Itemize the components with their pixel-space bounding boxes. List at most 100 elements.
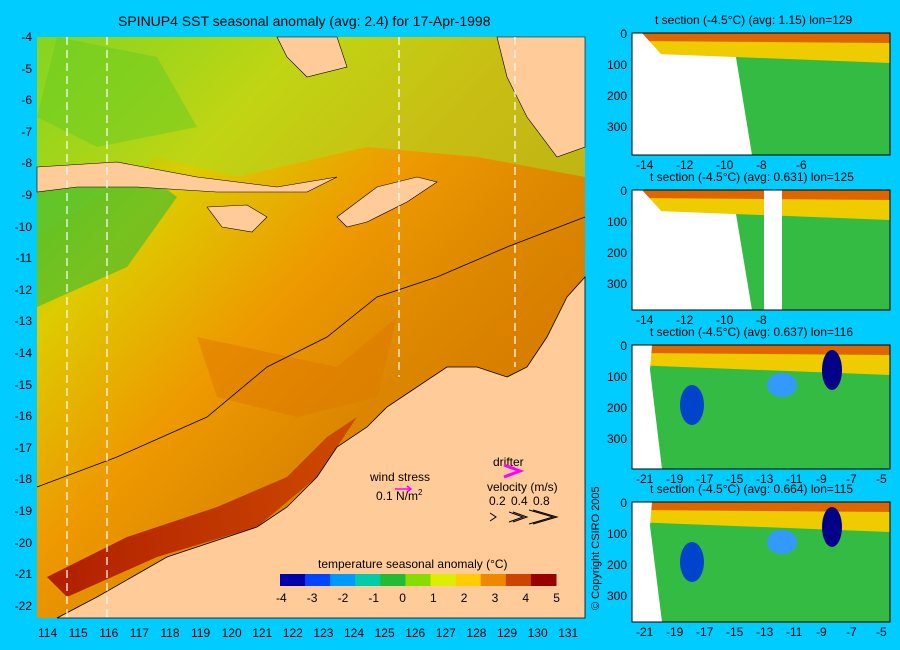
section-x-label: -10	[716, 158, 734, 172]
colorbar-segment	[405, 574, 432, 586]
section-x-label: -13	[756, 625, 774, 639]
depth-label: 0	[620, 184, 627, 198]
section-title: t section (-4.5°C) (avg: 0.631) lon=125	[650, 170, 854, 184]
colorbar-segment	[505, 574, 532, 586]
lat-label: -15	[14, 377, 32, 392]
section-x-label: -7	[846, 472, 857, 486]
lon-label: 127	[435, 626, 456, 640]
lon-label: 117	[129, 626, 149, 640]
lat-label: -21	[14, 567, 32, 582]
colorbar-tick: -4	[276, 591, 287, 605]
sumba-island	[206, 204, 268, 233]
lon-label: 129	[497, 626, 518, 640]
depth-label: 0	[620, 339, 627, 353]
section-x-label: -11	[786, 472, 803, 486]
colorbar-tick: 5	[553, 591, 560, 605]
colorbar-segment	[305, 574, 331, 586]
depth-label: 200	[606, 558, 627, 572]
colorbar-tick: -1	[368, 591, 380, 605]
section-plot	[631, 32, 891, 156]
lat-label: -9	[21, 188, 32, 202]
section-x-label: -21	[636, 472, 654, 486]
wind-stress-label: wind stress	[370, 470, 431, 484]
colorbar	[280, 574, 557, 586]
lon-label: 126	[405, 626, 426, 640]
lon-label: 124	[344, 626, 365, 640]
lon-label: 131	[558, 626, 579, 640]
lon-label: 115	[68, 626, 88, 640]
lat-label: -6	[21, 93, 32, 108]
lat-label: -4	[21, 30, 32, 44]
lon-label: 123	[313, 626, 334, 640]
section-x-label: -9	[816, 472, 827, 486]
section-title: t section (-4.5°C) (avg: 0.637) lon=116	[650, 325, 854, 339]
lon-label: 114	[38, 626, 58, 640]
depth-label: 100	[606, 370, 627, 384]
velocity-scale-label: 0.8	[533, 494, 550, 508]
section-x-label: -19	[666, 472, 684, 486]
depth-label: 200	[606, 246, 627, 260]
section-x-label: -21	[636, 625, 654, 639]
colorbar-tick: 1	[430, 591, 437, 605]
lat-label: -17	[14, 440, 32, 455]
depth-label: 0	[620, 27, 627, 41]
australia-landmass	[56, 275, 586, 619]
lat-label: -20	[14, 535, 32, 550]
section-x-label: -12	[676, 158, 694, 172]
lon-label: 116	[99, 626, 119, 640]
lon-label: 125	[374, 626, 395, 640]
north-islands	[276, 36, 348, 78]
colorbar-segment	[430, 574, 457, 586]
colorbar-segment	[480, 574, 507, 586]
depth-label: 100	[606, 527, 627, 541]
section-x-label: -5	[876, 472, 887, 486]
colorbar-segment	[380, 574, 406, 586]
depth-label: 300	[606, 432, 627, 446]
colorbar-tick: -3	[306, 591, 318, 605]
lat-label: -19	[14, 504, 32, 518]
lon-label: 120	[221, 626, 242, 640]
depth-label: 300	[606, 589, 627, 603]
section-x-label: -13	[756, 472, 774, 486]
section-x-label: -7	[846, 625, 857, 639]
colorbar-segment	[530, 574, 557, 586]
section-plot	[631, 344, 891, 470]
lat-label: -18	[14, 472, 32, 487]
colorbar-tick: 0	[399, 591, 406, 605]
section-x-label: -9	[816, 625, 827, 639]
copyright: © Copyright CSIRO 2005	[590, 486, 602, 610]
section-x-label: -8	[756, 158, 767, 172]
section-x-label: -15	[726, 625, 744, 639]
lat-label: -16	[14, 409, 32, 424]
wind-stress-scale-text: 0.1 N/m	[376, 489, 419, 503]
velocity-arrows	[489, 509, 559, 525]
island-chain	[36, 161, 338, 193]
section-plot	[631, 501, 891, 623]
lon-label: 122	[282, 626, 303, 640]
lat-label: -22	[14, 598, 32, 613]
lon-label: 119	[191, 626, 211, 640]
section-x-label: -10	[716, 313, 734, 327]
lat-label: -14	[14, 346, 32, 360]
colorbar-tick: 3	[491, 591, 499, 605]
colorbar-segment	[330, 574, 356, 586]
section-title: t section (-4.5°C) (avg: 1.15) lon=129	[655, 13, 853, 27]
sst-anomaly-map	[36, 36, 586, 619]
section-x-label: -17	[696, 625, 714, 639]
wind-stress-scale: 0.1 N/m2	[376, 488, 422, 503]
velocity-scale-label: 0.4	[511, 494, 528, 508]
section-x-label: -14	[636, 313, 654, 327]
lat-label: -10	[14, 219, 32, 234]
colorbar-title: temperature seasonal anomaly (°C)	[318, 557, 508, 571]
drifter-icon	[503, 463, 525, 479]
depth-label: 100	[606, 58, 627, 72]
colorbar-tick: 2	[460, 591, 468, 605]
section-x-label: -15	[726, 472, 744, 486]
section-x-label: -6	[796, 158, 807, 172]
lat-label: -5	[21, 61, 32, 76]
wind-stress-arrow	[395, 485, 413, 493]
depth-label: 200	[606, 401, 627, 415]
section-x-label: -17	[696, 472, 714, 486]
colorbar-segment	[355, 574, 381, 586]
velocity-label: velocity (m/s)	[487, 480, 558, 494]
